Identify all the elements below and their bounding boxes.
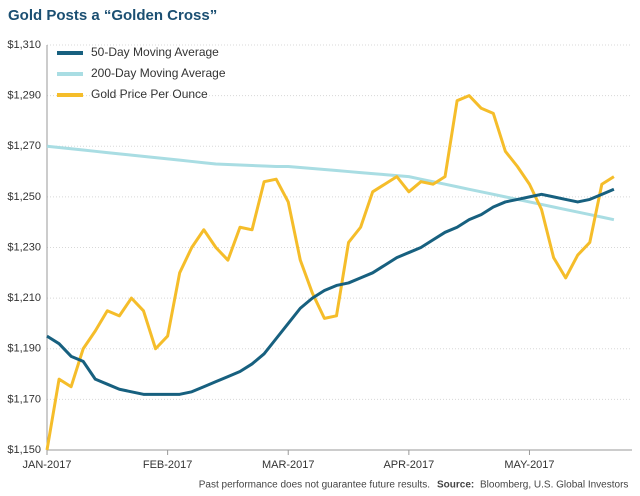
legend-label: 50-Day Moving Average bbox=[91, 45, 219, 59]
source: Bloomberg, U.S. Global Investors bbox=[480, 480, 628, 491]
series-line bbox=[45, 94, 615, 451]
x-tick-label: MAY-2017 bbox=[504, 459, 554, 471]
x-tick-label: JAN-2017 bbox=[23, 459, 72, 471]
y-tick-label: $1,310 bbox=[7, 39, 41, 51]
y-tick-label: $1,250 bbox=[7, 191, 41, 203]
footnote: Past performance does not guarantee futu… bbox=[199, 480, 430, 491]
y-tick-label: $1,190 bbox=[7, 343, 41, 355]
chart-title: Gold Posts a “Golden Cross” bbox=[8, 7, 217, 24]
y-tick-label: $1,150 bbox=[7, 444, 41, 456]
legend-label: 200-Day Moving Average bbox=[91, 66, 226, 80]
y-tick-label: $1,210 bbox=[7, 292, 41, 304]
source-label: Source: bbox=[437, 480, 474, 491]
y-tick-label: $1,290 bbox=[7, 90, 41, 102]
x-tick-label: FEB-2017 bbox=[143, 459, 193, 471]
y-tick-label: $1,230 bbox=[7, 241, 41, 253]
y-tick-label: $1,270 bbox=[7, 140, 41, 152]
series-line bbox=[46, 187, 615, 396]
x-tick-label: MAR-2017 bbox=[262, 459, 315, 471]
y-tick-label: $1,170 bbox=[7, 393, 41, 405]
legend-label: Gold Price Per Ounce bbox=[91, 87, 208, 101]
x-tick-label: APR-2017 bbox=[383, 459, 434, 471]
